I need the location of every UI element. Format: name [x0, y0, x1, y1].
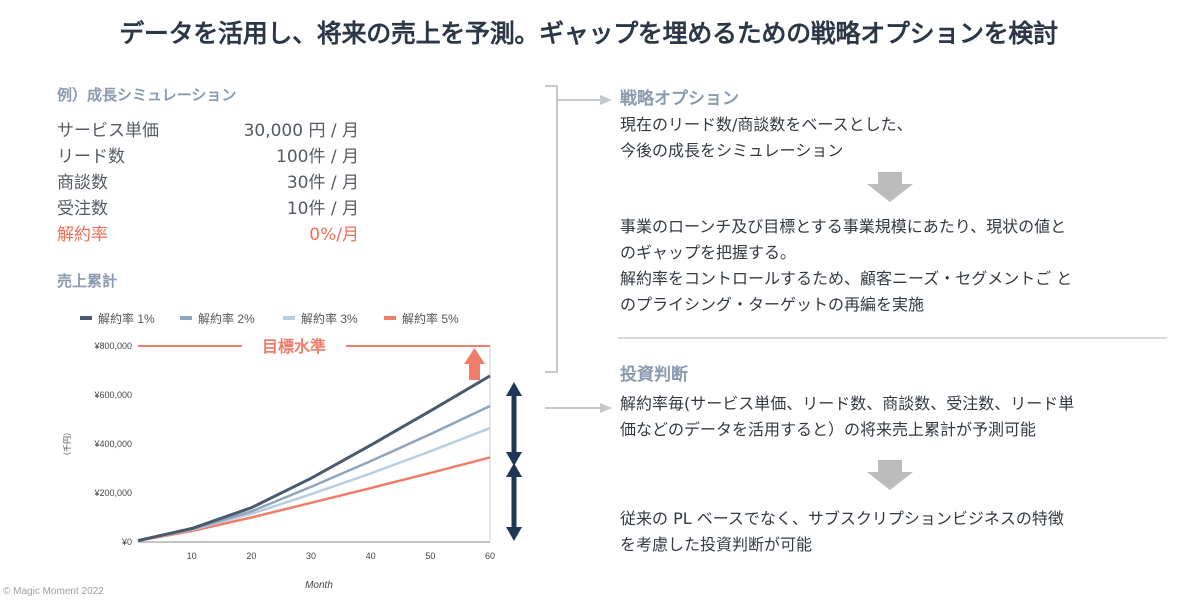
chart-series: [137, 374, 491, 543]
sim-row-unit-price: サービス単価 30,000 円 / 月: [57, 116, 359, 142]
down-arrow-icon: [867, 460, 913, 490]
strategy-text-line: 事業のローンチ及び目標とする事業規模にあたり、現状の値と のギャップを把握する。解…: [620, 217, 1073, 314]
legend-label: 解約率 5%: [402, 311, 459, 326]
x-tick-label: 10: [187, 551, 197, 561]
page-title: データを活用し、将来の売上を予測。ギャップを埋めるための戦略オプションを検討: [119, 19, 1058, 48]
x-tick-label: 40: [366, 551, 376, 561]
target-label: 目標水準: [262, 337, 326, 356]
x-tick-label: 20: [246, 551, 256, 561]
investment-text-line: 解約率毎(サービス単価、リード数、商談数、受注数、リード単 価などのデータを活用す…: [620, 394, 1075, 439]
sim-value: 0%/月: [309, 225, 359, 245]
bracket-connector: [545, 85, 603, 373]
y-tick-label: ¥400,000: [93, 439, 132, 449]
down-arrow-icon: [867, 172, 913, 202]
sim-value: 30件 / 月: [286, 173, 359, 193]
copyright: © Magic Moment 2022: [3, 586, 104, 597]
investment-text-1: 解約率毎(サービス単価、リード数、商談数、受注数、リード単 価などのデータを活用す…: [620, 391, 1165, 443]
y-tick-label: ¥200,000: [93, 488, 132, 498]
investment-text-line: 従来の PL ベースでなく、サブスクリプションビジネスの特徴 を考慮した投資判断が…: [620, 509, 1064, 554]
strategy-text-line: 現在のリード数/商談数をベースとした、 今後の成長をシミュレーション: [620, 115, 913, 160]
legend-label: 解約率 3%: [301, 311, 358, 326]
strategy-text-1: 現在のリード数/商談数をベースとした、 今後の成長をシミュレーション: [620, 112, 1165, 164]
sim-row-deals: 商談数 30件 / 月: [57, 168, 359, 194]
investment-text-2: 従来の PL ベースでなく、サブスクリプションビジネスの特徴 を考慮した投資判断が…: [620, 506, 1165, 558]
x-tick-label: 50: [425, 551, 435, 561]
y-axis-label: （千円）: [62, 428, 72, 460]
x-tick-label: 30: [306, 551, 316, 561]
sim-label: 受注数: [57, 199, 108, 219]
section-divider: [618, 337, 1167, 339]
y-tick-label: ¥600,000: [93, 390, 132, 400]
sim-label: 解約率: [57, 225, 108, 245]
sim-row-churn: 解約率 0%/月: [57, 220, 359, 246]
y-tick-label: ¥800,000: [93, 341, 132, 351]
gap-arrows: [464, 348, 522, 541]
sim-label: 商談数: [57, 173, 108, 193]
chart-axes: ¥0 ¥200,000 ¥400,000 ¥600,000 ¥800,000 10 20 30…: [62, 341, 495, 591]
up-arrow-shaft: [469, 364, 480, 380]
sim-row-leads: リード数 100件 / 月: [57, 142, 359, 168]
sim-label: サービス単価: [57, 121, 159, 141]
sim-row-orders: 受注数 10件 / 月: [57, 194, 359, 220]
legend-label: 解約率 2%: [198, 311, 255, 326]
legend-label: 解約率 1%: [98, 311, 155, 326]
chart-heading: 売上累計: [57, 272, 118, 290]
up-arrow-icon: [464, 348, 485, 364]
target-level: 目標水準: [138, 337, 490, 356]
connector-arrow-icon: [600, 403, 612, 413]
sim-label: リード数: [57, 147, 125, 167]
x-axis-label: Month: [305, 580, 333, 591]
sim-value: 30,000 円 / 月: [243, 121, 359, 141]
investment-heading: 投資判断: [620, 365, 688, 385]
series-line: [137, 404, 491, 542]
sim-value: 10件 / 月: [286, 199, 359, 219]
y-tick-label: ¥0: [121, 537, 132, 547]
simulation-heading: 例）成長シミュレーション: [57, 86, 237, 104]
x-tick-label: 60: [485, 551, 495, 561]
strategy-heading: 戦略オプション: [620, 89, 739, 109]
connector-arrow-icon: [600, 95, 612, 105]
strategy-text-2: 事業のローンチ及び目標とする事業規模にあたり、現状の値と のギャップを把握する。解…: [620, 214, 1165, 318]
series-line: [137, 374, 491, 542]
gap-arrow-lower-icon: [506, 463, 522, 541]
sim-value: 100件 / 月: [276, 147, 359, 167]
gap-arrow-upper-icon: [506, 382, 522, 466]
chart-legend: 解約率 1% 解約率 2% 解約率 3% 解約率 5%: [80, 311, 459, 326]
